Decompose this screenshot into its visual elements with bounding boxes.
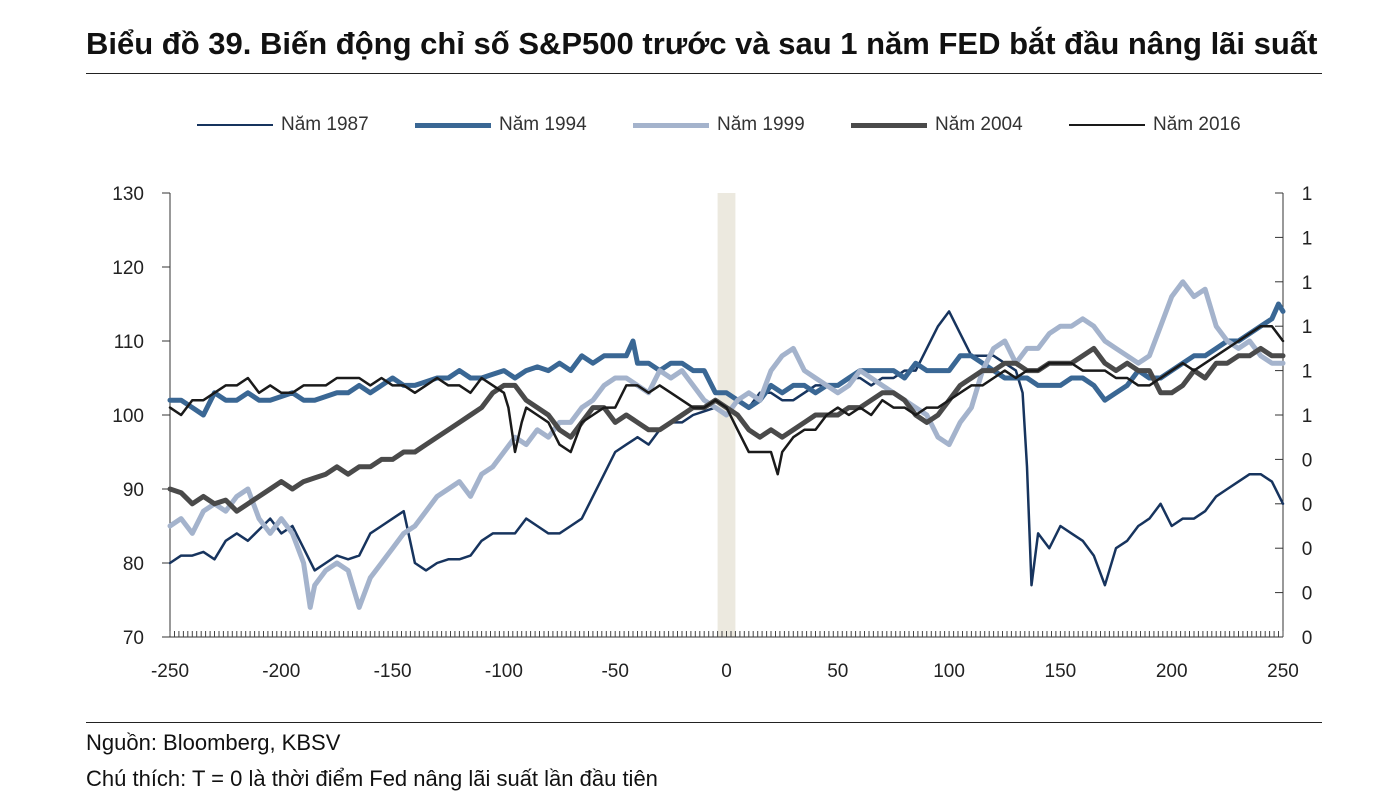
legend-item-2016: Năm 2016 bbox=[1069, 112, 1241, 138]
series-line-2016 bbox=[168, 324, 1285, 476]
y-tick-label-left: 80 bbox=[123, 554, 144, 575]
y-tick-label-left: 130 bbox=[112, 184, 144, 205]
series-line-1994 bbox=[167, 301, 1286, 418]
legend-swatch bbox=[851, 122, 927, 128]
y-tick-label-right: 1 bbox=[1302, 362, 1313, 383]
x-tick-label: 250 bbox=[1267, 661, 1299, 682]
y-tick-label-left: 70 bbox=[123, 628, 144, 649]
x-tick-label: 50 bbox=[827, 661, 848, 682]
x-tick-label: 100 bbox=[933, 661, 965, 682]
footer-divider bbox=[86, 722, 1322, 723]
legend-item-1987: Năm 1987 bbox=[197, 112, 369, 138]
legend-swatch bbox=[633, 122, 709, 128]
x-axis-minor-ticks bbox=[169, 631, 1284, 637]
y-tick-label-left: 100 bbox=[112, 406, 144, 427]
x-tick-label: 200 bbox=[1156, 661, 1188, 682]
source-note: Nguồn: Bloomberg, KBSV bbox=[86, 730, 341, 755]
y-tick-label-left: 90 bbox=[123, 480, 144, 501]
y-tick-label-right: 1 bbox=[1302, 273, 1313, 294]
y-tick-label-right: 0 bbox=[1302, 584, 1313, 605]
y-tick-label-right: 0 bbox=[1302, 539, 1313, 560]
x-tick-label: -150 bbox=[374, 661, 412, 682]
legend-label: Năm 2004 bbox=[935, 114, 1023, 135]
legend-swatch bbox=[415, 122, 491, 128]
y-tick-label-right: 0 bbox=[1302, 450, 1313, 471]
y-tick-label-right: 1 bbox=[1302, 317, 1313, 338]
caption-note: Chú thích: T = 0 là thời điểm Fed nâng l… bbox=[86, 766, 658, 791]
page-title: Biểu đồ 39. Biến động chỉ số S&P500 trướ… bbox=[86, 26, 1318, 61]
x-tick-label: 0 bbox=[721, 661, 732, 682]
y-tick-label-right: 0 bbox=[1302, 495, 1313, 516]
x-tick-label: -200 bbox=[262, 661, 300, 682]
legend-swatch bbox=[1069, 123, 1145, 127]
x-tick-label: -100 bbox=[485, 661, 523, 682]
legend-label: Năm 1987 bbox=[281, 114, 369, 135]
y-tick-label-left: 120 bbox=[112, 258, 144, 279]
legend-item-2004: Năm 2004 bbox=[851, 112, 1023, 138]
legend-item-1994: Năm 1994 bbox=[415, 112, 587, 138]
legend-label: Năm 1994 bbox=[499, 114, 587, 135]
series-line-1999 bbox=[167, 279, 1286, 610]
y-tick-label-left: 110 bbox=[114, 332, 144, 353]
legend-item-1999: Năm 1999 bbox=[633, 112, 805, 138]
x-tick-label: -250 bbox=[151, 661, 189, 682]
chart-legend: Năm 1987 Năm 1994 Năm 1999 Năm 2004 Năm … bbox=[0, 112, 1394, 138]
x-tick-label: -50 bbox=[601, 661, 628, 682]
title-divider bbox=[86, 73, 1322, 74]
legend-swatch bbox=[197, 123, 273, 127]
x-tick-label: 150 bbox=[1045, 661, 1077, 682]
legend-label: Năm 2016 bbox=[1153, 114, 1241, 135]
y-tick-label-right: 0 bbox=[1302, 628, 1313, 649]
y-tick-label-right: 1 bbox=[1302, 184, 1313, 205]
y-tick-label-right: 1 bbox=[1302, 406, 1313, 427]
legend-label: Năm 1999 bbox=[717, 114, 805, 135]
y-tick-label-right: 1 bbox=[1302, 228, 1313, 249]
